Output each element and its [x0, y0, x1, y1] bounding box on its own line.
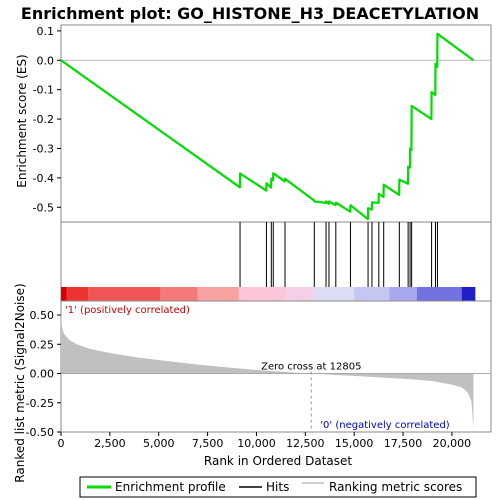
hits-panel — [60, 221, 492, 302]
enrichment-profile-line — [60, 32, 475, 221]
metric-ytick-label: 0.50 — [30, 309, 55, 322]
color-bar-band — [313, 287, 355, 301]
rank-xtick-label: 15,000 — [335, 437, 374, 450]
legend-label-ranking-metric: Ranking metric scores — [329, 480, 462, 494]
color-bar-band — [461, 287, 476, 301]
rank-axis-label: Rank in Ordered Dataset — [204, 454, 352, 468]
rank-xtick-label: 20,000 — [433, 437, 472, 450]
color-bar-band — [66, 287, 89, 301]
es-ytick-label: -0.3 — [33, 142, 54, 155]
metric-ytick-label: 0.25 — [30, 338, 55, 351]
ranked-metric-area — [61, 315, 474, 429]
legend-label-hits: Hits — [266, 480, 289, 494]
metric-axis-label: Ranked list metric (Signal2Noise) — [13, 283, 27, 482]
color-bar-band — [88, 287, 161, 301]
rank-xtick-label: 2,500 — [94, 437, 126, 450]
es-ytick-label: -0.2 — [33, 113, 54, 126]
color-bar-band — [197, 287, 239, 301]
es-ytick-label: -0.4 — [33, 172, 54, 185]
rank-xtick-label: 12,500 — [286, 437, 325, 450]
negative-correlation-label: '0' (negatively correlated) — [320, 420, 449, 431]
metric-panel: Zero cross at 12805 '1' (positively corre… — [26, 300, 492, 450]
color-bar-band — [285, 287, 314, 301]
rank-xtick-label: 0 — [58, 437, 65, 450]
rank-xtick-label: 5,000 — [143, 437, 175, 450]
color-bar-band — [416, 287, 462, 301]
rank-xtick-label: 7,500 — [192, 437, 224, 450]
es-panel: 0.1 0.0 -0.1 -0.2 -0.3 -0.4 -0.5 — [33, 24, 492, 223]
metric-ytick-label: -0.25 — [26, 397, 54, 410]
es-ytick-label: -0.5 — [33, 201, 54, 214]
legend-label-enrichment-profile: Enrichment profile — [115, 480, 226, 494]
es-ytick-label: 0.0 — [37, 54, 55, 67]
rank-xtick-label: 10,000 — [237, 437, 276, 450]
es-axis-label: Enrichment score (ES) — [15, 54, 29, 187]
color-bar-band — [389, 287, 417, 301]
metric-ytick-label: 0.00 — [30, 368, 55, 381]
es-plot-frame — [60, 24, 492, 223]
es-ytick-label: 0.1 — [37, 25, 55, 38]
legend: Enrichment profile Hits Ranking metric s… — [79, 476, 477, 498]
color-bar-band — [238, 287, 286, 301]
rank-xtick-label: 17,500 — [384, 437, 423, 450]
color-bar-band — [354, 287, 390, 301]
chart-title: Enrichment plot: GO_HISTONE_H3_DEACETYLA… — [21, 4, 479, 23]
es-ytick-label: -0.1 — [33, 84, 54, 97]
color-bar-band — [160, 287, 198, 301]
zero-cross-label: Zero cross at 12805 — [261, 362, 361, 373]
metric-ytick-label: -0.50 — [26, 426, 54, 439]
positive-correlation-label: '1' (positively correlated) — [65, 305, 190, 316]
legend-box — [79, 476, 477, 498]
color-bar-band — [61, 287, 67, 301]
